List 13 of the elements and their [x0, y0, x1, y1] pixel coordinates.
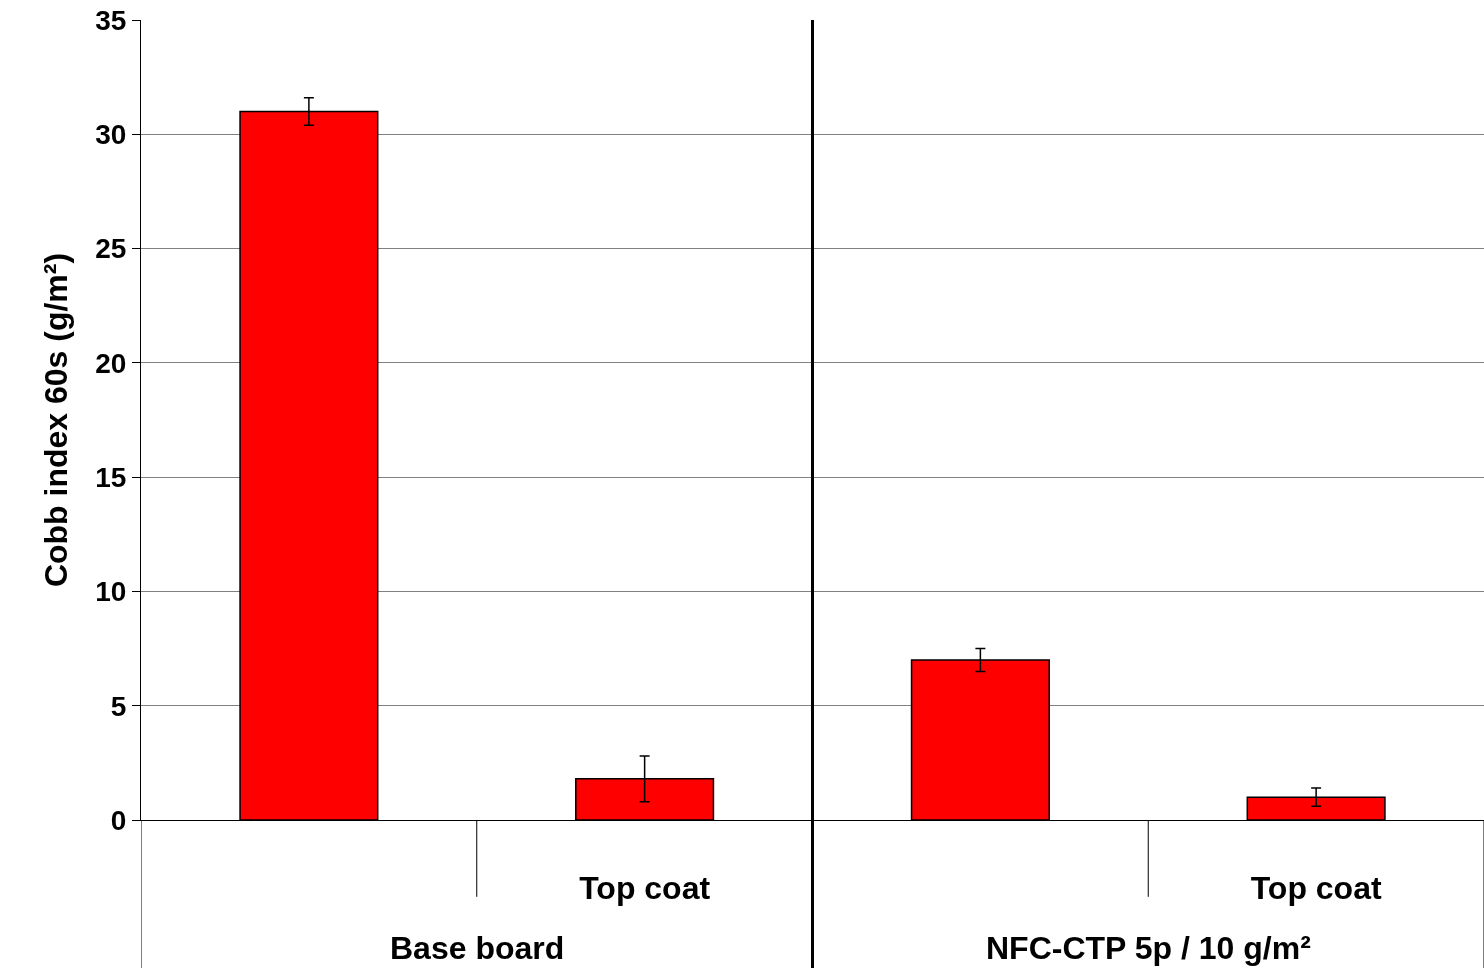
y-tick-label: 35	[95, 4, 127, 36]
y-tick-label: 25	[95, 233, 127, 265]
y-tick-label: 15	[95, 461, 127, 493]
x-tick-label: Top coat	[1250, 870, 1382, 907]
x-tick-label: Top coat	[579, 870, 711, 907]
text: NFC-CTP 5p / 10 g/m²	[986, 930, 1311, 966]
y-tick-label: 20	[95, 347, 127, 379]
text: Base board	[390, 930, 565, 966]
y-tick-label: 10	[95, 576, 127, 608]
y-tick-label: 30	[95, 119, 127, 151]
y-tick-label: 0	[110, 804, 127, 836]
y-tick-label: 5	[110, 690, 127, 722]
y-axis-title: Cobb index 60s (g/m²)	[37, 252, 74, 588]
